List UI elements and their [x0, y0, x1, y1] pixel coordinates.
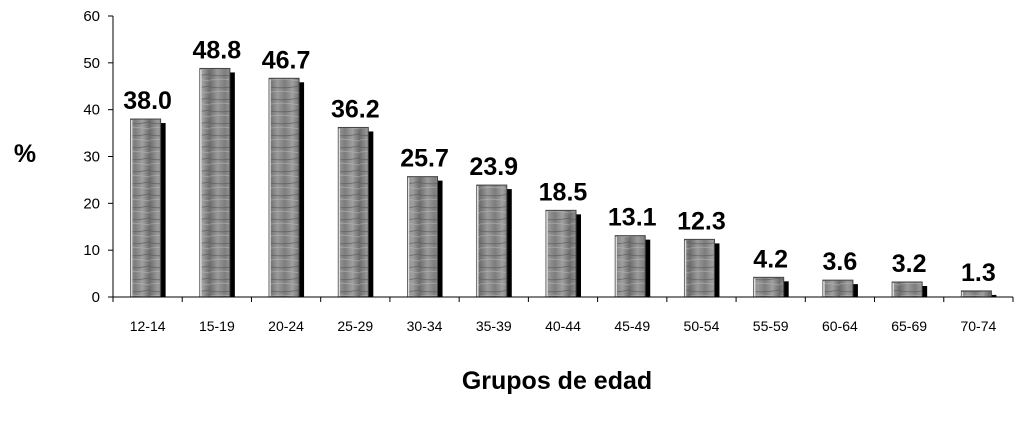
- data-label: 12.3: [677, 207, 726, 235]
- y-tick-label: 20: [83, 195, 100, 212]
- y-tick-label: 50: [83, 55, 100, 72]
- bar-body: [822, 279, 854, 298]
- bar-20-24: 46.7: [262, 46, 311, 298]
- x-tick-label: 60-64: [822, 318, 858, 334]
- x-tick-label: 70-74: [960, 318, 996, 334]
- bar-body: [337, 126, 369, 298]
- bar-55-59: 4.2: [753, 245, 789, 298]
- y-tick-label: 60: [83, 8, 100, 25]
- x-axis-label: Grupos de edad: [462, 367, 652, 395]
- y-tick-label: 40: [83, 102, 100, 119]
- x-tick-label: 55-59: [753, 318, 789, 334]
- bar-70-74: 1.3: [960, 259, 997, 298]
- bar-body: [199, 67, 231, 298]
- x-axis: 12-14 15-19 20-24 25-29 30-34 35-39 40-44 45-49…: [112, 296, 1014, 334]
- x-tick-label: 35-39: [476, 318, 512, 334]
- bar-body: [268, 77, 300, 298]
- bar-65-69: 3.2: [891, 250, 928, 298]
- bar-40-44: 18.5: [539, 178, 588, 298]
- bar-12-14: 38.0: [123, 87, 172, 298]
- data-label: 36.2: [331, 95, 380, 123]
- bar-body: [683, 238, 715, 298]
- bar-body: [614, 235, 646, 298]
- x-tick-label: 12-14: [130, 318, 166, 334]
- data-label: 3.6: [823, 248, 858, 276]
- x-tick-label: 65-69: [891, 318, 927, 334]
- bar-body: [545, 209, 577, 298]
- data-label: 23.9: [469, 153, 518, 181]
- bar-60-64: 3.6: [822, 248, 858, 298]
- bar-15-19: 48.8: [193, 36, 242, 298]
- y-tick-label: 0: [92, 289, 100, 306]
- x-tick-label: 25-29: [337, 318, 373, 334]
- bar-50-54: 12.3: [677, 207, 726, 298]
- y-tick-label: 10: [83, 242, 100, 259]
- data-label: 4.2: [753, 245, 788, 273]
- data-label: 25.7: [400, 145, 449, 173]
- bar-body: [891, 281, 923, 298]
- bar-body: [130, 118, 162, 298]
- x-tick-label: 40-44: [545, 318, 581, 334]
- y-axis-label: %: [14, 140, 36, 168]
- bar-45-49: 13.1: [608, 204, 657, 298]
- y-tick-label: 30: [83, 149, 100, 166]
- x-tick-label: 30-34: [407, 318, 443, 334]
- data-label: 38.0: [123, 87, 172, 115]
- bar-body: [476, 184, 508, 298]
- data-label: 46.7: [262, 46, 311, 74]
- y-axis: 0 10 20 30 40 50 60: [83, 8, 114, 306]
- bar-25-29: 36.2: [331, 95, 380, 298]
- x-tick-label: 15-19: [199, 318, 235, 334]
- data-label: 48.8: [193, 36, 242, 64]
- data-label: 18.5: [539, 178, 588, 206]
- bar-body: [753, 276, 785, 298]
- bars: 38.0 48.8 46.7 36.2 25.7 23.9 18.5 13.1 12.3 4.2 3…: [123, 36, 997, 298]
- bar-body: [407, 176, 439, 298]
- bar-35-39: 23.9: [469, 153, 518, 298]
- data-label: 1.3: [961, 259, 996, 287]
- data-label: 3.2: [892, 250, 927, 278]
- bar-30-34: 25.7: [400, 145, 449, 298]
- x-tick-label: 45-49: [614, 318, 650, 334]
- bar-body: [960, 290, 992, 298]
- x-tick-label: 20-24: [268, 318, 304, 334]
- x-tick-label: 50-54: [684, 318, 720, 334]
- data-label: 13.1: [608, 204, 657, 232]
